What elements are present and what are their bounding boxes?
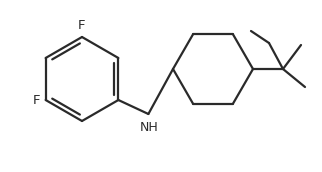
Text: F: F (78, 19, 86, 32)
Text: NH: NH (140, 121, 159, 134)
Text: F: F (33, 94, 41, 106)
